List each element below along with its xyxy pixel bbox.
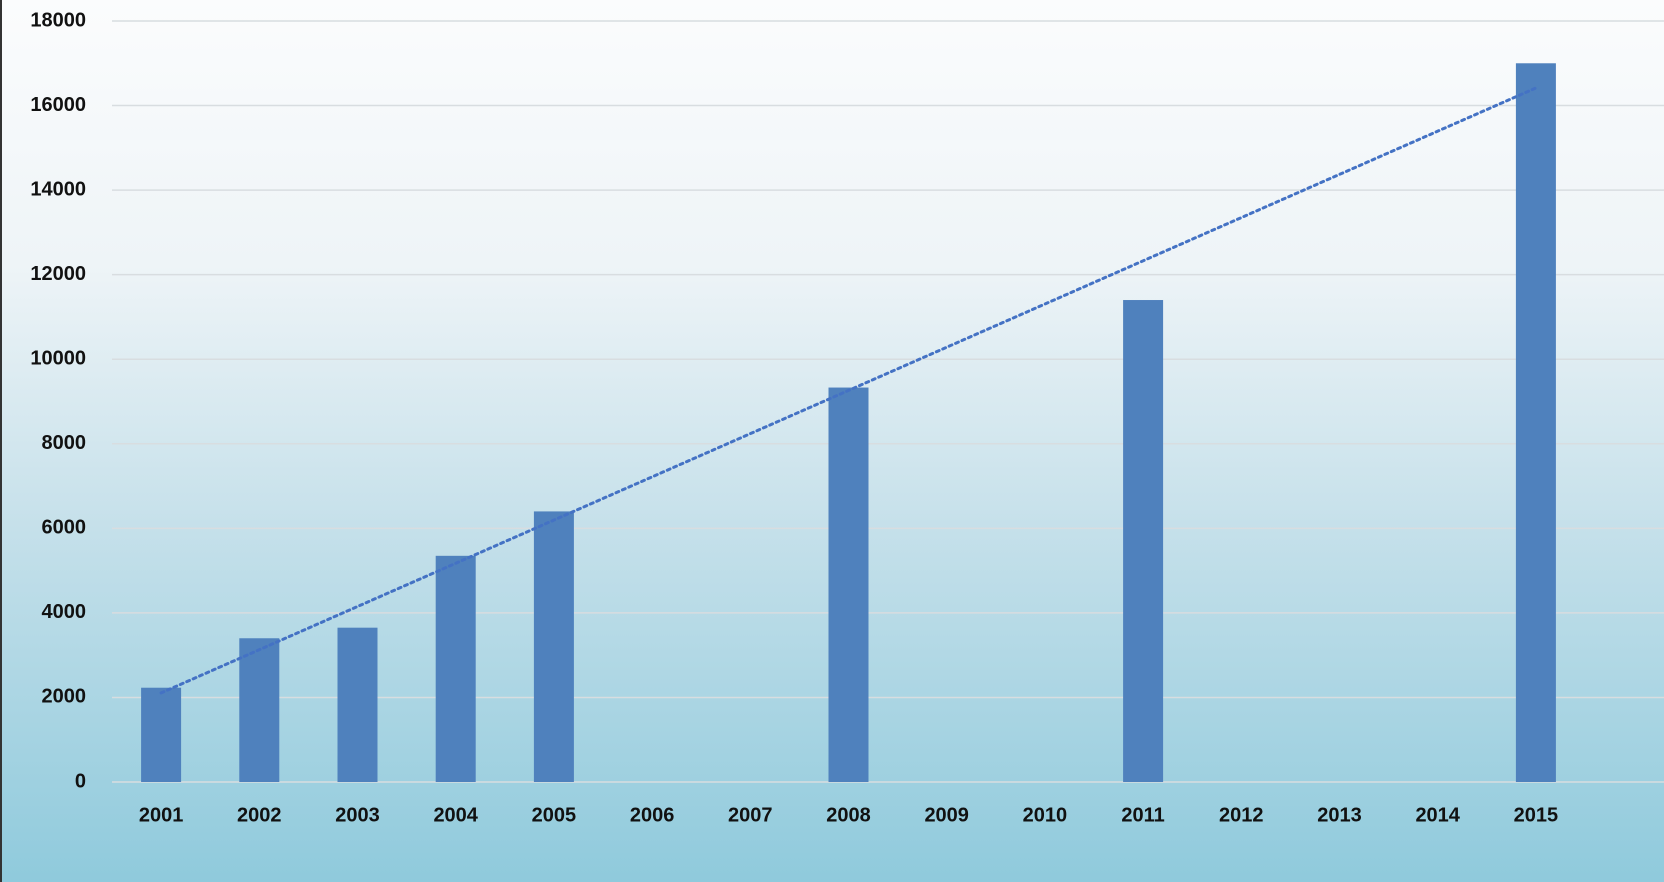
x-tick-label: 2007 — [728, 804, 773, 826]
x-tick-label: 2011 — [1121, 804, 1164, 826]
x-tick-label: 2008 — [826, 804, 871, 826]
trendline — [159, 86, 1538, 695]
y-tick-label: 10000 — [30, 348, 86, 370]
x-tick-label: 2005 — [532, 804, 577, 826]
y-tick-label: 18000 — [30, 9, 86, 31]
bar — [1123, 300, 1164, 782]
bar — [239, 638, 280, 782]
x-tick-label: 2002 — [237, 804, 282, 826]
bar — [828, 387, 869, 782]
x-tick-label: 2001 — [139, 804, 184, 826]
x-tick-label: 2004 — [433, 804, 478, 826]
x-tick-label: 2010 — [1023, 804, 1068, 826]
y-tick-label: 12000 — [30, 263, 86, 285]
bar — [1515, 63, 1556, 783]
x-tick-label: 2013 — [1317, 804, 1362, 826]
x-tick-label: 2012 — [1219, 804, 1264, 826]
bar — [533, 511, 574, 782]
y-tick-label: 6000 — [42, 517, 87, 539]
y-tick-label: 2000 — [42, 686, 87, 708]
bar — [337, 627, 378, 782]
y-tick-label: 4000 — [42, 601, 87, 623]
x-tick-label: 2009 — [924, 804, 969, 826]
y-tick-label: 8000 — [42, 432, 87, 454]
bar — [141, 687, 182, 782]
x-tick-label: 2015 — [1514, 804, 1559, 826]
y-tick-label: 14000 — [30, 178, 86, 200]
bar — [435, 555, 476, 782]
y-tick-label: 0 — [75, 770, 86, 792]
x-tick-label: 2003 — [335, 804, 380, 826]
x-tick-label: 2006 — [630, 804, 675, 826]
y-tick-label: 16000 — [30, 94, 86, 116]
x-tick-label: 2014 — [1415, 804, 1460, 826]
